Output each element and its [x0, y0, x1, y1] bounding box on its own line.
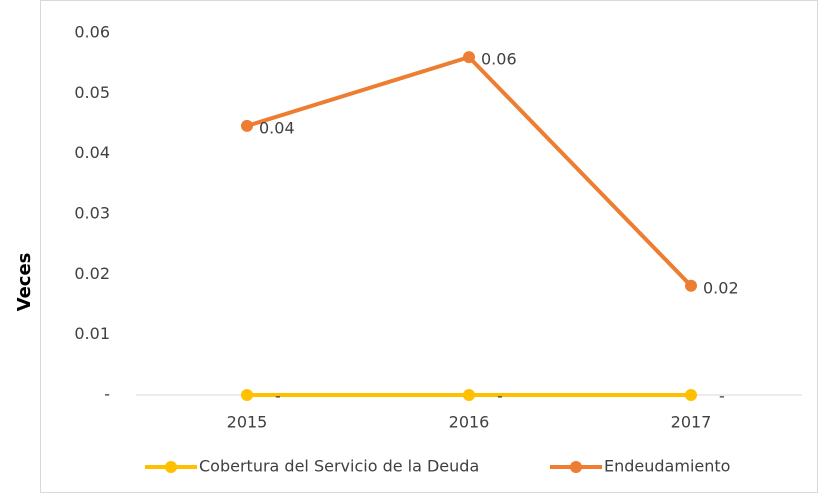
legend-label: Cobertura del Servicio de la Deuda: [199, 457, 479, 476]
data-label: 0.04: [259, 118, 295, 137]
data-label: -: [719, 387, 725, 406]
data-point: [241, 389, 253, 401]
data-point: [685, 389, 697, 401]
data-point: [463, 51, 475, 64]
y-axis-title: Veces: [14, 253, 35, 312]
y-tick-label: -: [104, 385, 110, 404]
x-tick-label: 2016: [449, 413, 490, 432]
data-label: -: [275, 387, 281, 406]
legend-label: Endeudamiento: [604, 457, 730, 476]
x-tick-label: 2017: [671, 413, 712, 432]
chart-border: [40, 0, 818, 493]
data-label: -: [497, 387, 503, 406]
series-line: [246, 55, 693, 288]
data-point: [241, 119, 253, 132]
data-label: 0.02: [703, 278, 739, 297]
y-tick-label: 0.03: [74, 204, 110, 223]
data-label: 0.06: [481, 50, 517, 69]
data-point: [685, 279, 697, 292]
y-tick-label: 0.05: [74, 83, 110, 102]
y-tick-label: 0.01: [74, 324, 110, 343]
legend-marker: [570, 461, 582, 473]
legend-marker: [165, 461, 177, 473]
y-tick-label: 0.04: [74, 143, 110, 162]
x-tick-label: 2015: [227, 413, 268, 432]
y-tick-label: 0.06: [74, 23, 110, 42]
y-tick-label: 0.02: [74, 264, 110, 283]
data-point: [463, 389, 475, 401]
